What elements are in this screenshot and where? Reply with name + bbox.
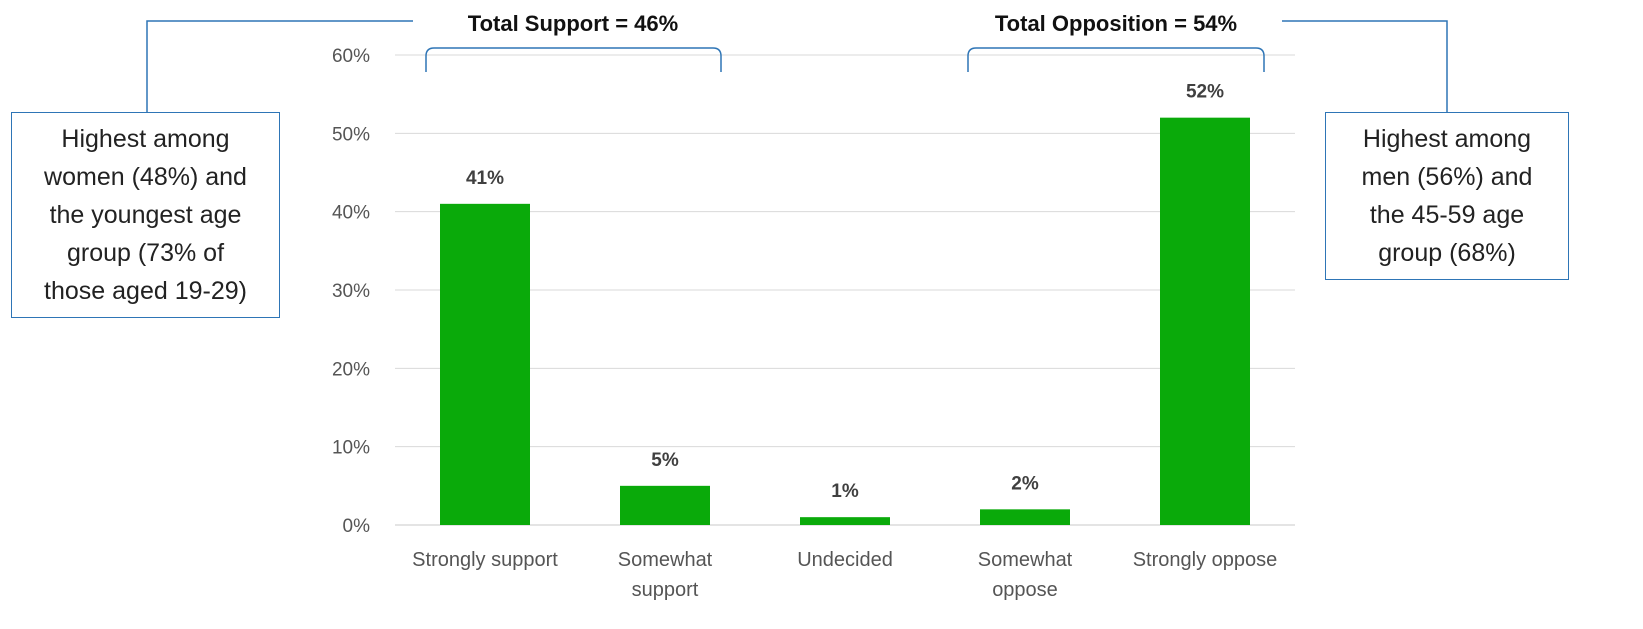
bar [620, 485, 710, 525]
data-label: 1% [831, 481, 859, 502]
bar [980, 509, 1070, 525]
x-tick-label: Strongly support [412, 549, 558, 571]
data-label: 41% [466, 168, 504, 189]
opposition-bracket [967, 47, 1265, 72]
support-bracket [425, 47, 722, 72]
support-connector-line [146, 20, 413, 112]
bracket-annotations [146, 20, 1448, 112]
bars: 41% 5% 1% 2% 52% [440, 82, 1250, 526]
bar [1160, 117, 1250, 526]
x-tick-label: Undecided [797, 549, 893, 571]
callout-line: Highest among [1362, 125, 1532, 153]
x-tick-label: Somewhat support [618, 549, 713, 601]
y-tick-label: 50% [332, 124, 370, 145]
callout-line: the youngest age [49, 201, 242, 229]
callout-line: Highest among [61, 125, 230, 153]
total-support-label: Total Support = 46% [468, 11, 678, 36]
y-tick-label: 60% [332, 46, 370, 67]
y-tick-label: 40% [332, 203, 370, 224]
opposition-connector-line [1282, 20, 1448, 112]
x-axis-category-labels: Strongly support Somewhat support Undecided… [412, 549, 1277, 601]
opposition-callout-box: Highest among men (56%) and the 45-59 ag… [1325, 112, 1569, 280]
data-label: 2% [1011, 473, 1039, 494]
x-tick-label: Somewhat oppose [978, 549, 1073, 601]
bar [800, 517, 890, 525]
data-label: 5% [651, 450, 679, 471]
callout-line: men (56%) and [1361, 163, 1533, 191]
y-tick-label: 30% [332, 281, 370, 302]
data-label: 52% [1186, 82, 1224, 103]
callout-line: those aged 19-29) [44, 277, 247, 305]
callout-line: the 45-59 age [1369, 201, 1525, 229]
y-axis-tick-labels: 0% 10% 20% 30% 40% 50% 60% [332, 46, 370, 537]
gridlines [395, 54, 1295, 526]
y-tick-label: 10% [332, 438, 370, 459]
y-tick-label: 0% [343, 516, 371, 537]
x-tick-label: Strongly oppose [1133, 549, 1278, 571]
support-callout-box: Highest among women (48%) and the younge… [11, 112, 280, 318]
callout-line: group (68%) [1378, 239, 1516, 267]
total-opposition-label: Total Opposition = 54% [995, 11, 1237, 36]
bar [440, 203, 530, 526]
callout-line: women (48%) and [44, 163, 247, 191]
callout-line: group (73% of [66, 239, 225, 267]
y-tick-label: 20% [332, 359, 370, 380]
